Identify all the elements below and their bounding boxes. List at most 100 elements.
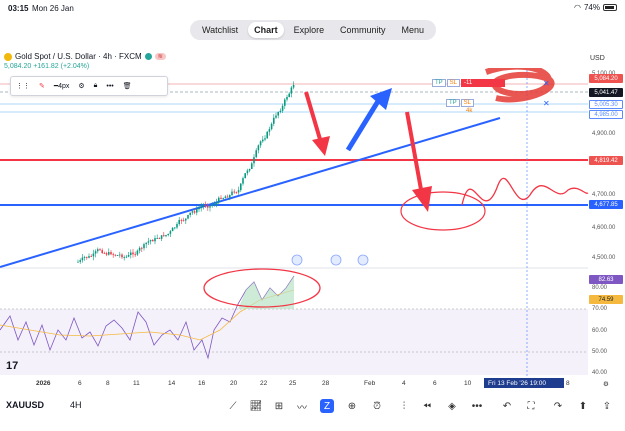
brush-icon[interactable]: 〰 (297, 402, 307, 414)
candle (187, 214, 189, 219)
candle (279, 110, 282, 113)
candle (248, 168, 251, 171)
candle (292, 85, 295, 88)
indicators-icon[interactable]: 📈︎ (249, 400, 263, 412)
candles-group (77, 81, 295, 264)
market-open-icon (144, 53, 152, 60)
layout-icon[interactable]: ⊞ (274, 400, 284, 412)
more-icon[interactable]: ••• (106, 82, 114, 90)
candle (112, 254, 114, 256)
draw-mode-icon[interactable]: Z (320, 399, 334, 413)
red-arrow-down-2 (405, 111, 424, 196)
candle (97, 249, 99, 252)
rsi-circle-annotation (203, 268, 321, 308)
candle (231, 191, 233, 196)
candle (147, 241, 150, 243)
timeframe-selector[interactable]: 4H (70, 400, 82, 410)
price-label: 4,900.00 (592, 131, 616, 137)
candle (246, 170, 249, 174)
share-icon[interactable]: ⇪ (602, 400, 612, 412)
candle (213, 204, 216, 206)
redo-icon[interactable]: ↷ (553, 400, 563, 412)
tp-button-2[interactable]: TP (446, 99, 460, 107)
more-icon[interactable]: ••• (471, 400, 483, 412)
tab-menu[interactable]: Menu (401, 25, 425, 35)
candle (204, 205, 207, 206)
delete-icon[interactable]: 🗑︎ (122, 83, 132, 90)
candle (235, 192, 238, 194)
candle (251, 163, 253, 169)
candle (196, 209, 198, 213)
rsi-label: 70.00 (592, 306, 608, 312)
price-tag-current: 5,084.20 (589, 74, 623, 83)
time-axis-settings-icon[interactable]: ⚙ (603, 381, 609, 388)
trend-tool-icon[interactable]: ⟋ (229, 400, 237, 412)
rsi-line (0, 275, 295, 360)
tab-community[interactable]: Community (340, 25, 386, 35)
time-label: 10 (464, 380, 472, 387)
fullscreen-icon[interactable]: ⛶ (527, 400, 535, 412)
candle (130, 252, 132, 256)
candle (288, 93, 290, 97)
lock-icon[interactable]: 🔒︎ (93, 82, 98, 89)
replay-icon[interactable]: ⏪︎ (423, 400, 431, 412)
sl-button[interactable]: SL (446, 79, 461, 87)
add-icon[interactable]: ⊕ (347, 400, 357, 412)
time-axis[interactable]: 2026 6 8 11 14 16 20 22 25 28 Feb 4 6 10… (0, 378, 625, 390)
pen-color-icon[interactable]: ✎ (39, 83, 45, 90)
candle (160, 235, 163, 239)
symbol-header[interactable]: Gold Spot / U.S. Dollar · 4h · FXCM ≋ (4, 52, 166, 61)
line-width-icon[interactable]: ━ 4px (53, 82, 70, 91)
candle (229, 195, 231, 198)
settings-icon[interactable]: ⚙ (78, 83, 85, 90)
drag-handle-icon[interactable]: ⋮⋮ (16, 83, 30, 90)
candle (198, 208, 200, 210)
battery-icon (603, 4, 617, 11)
candle (114, 254, 117, 256)
tp-button[interactable]: TP (432, 79, 446, 87)
candle (266, 131, 268, 139)
tab-watchlist[interactable]: Watchlist (201, 25, 239, 35)
candle (134, 254, 136, 256)
candle (86, 256, 88, 258)
candle (268, 129, 271, 132)
sl-button-2[interactable]: SL (460, 99, 475, 107)
candle (240, 183, 242, 191)
time-label: 8 (566, 380, 570, 387)
candle (143, 244, 145, 249)
undo-icon[interactable]: ↶ (502, 400, 512, 412)
candles-icon[interactable]: ⫶ (402, 400, 406, 412)
candle (156, 237, 158, 239)
currency-label[interactable]: USD (590, 55, 605, 62)
candle (180, 219, 183, 221)
candle (182, 220, 185, 222)
position-qty[interactable]: -11 (461, 79, 506, 87)
symbol-selector[interactable]: XAUUSD (6, 400, 45, 410)
candle (116, 255, 119, 257)
tab-chart[interactable]: Chart (248, 22, 284, 38)
rsi-label: 80.00 (592, 285, 608, 291)
close-position-icon-2[interactable]: ✕ (543, 99, 550, 108)
alarm-icon[interactable]: ⏰︎ (373, 400, 381, 412)
candle (257, 145, 260, 151)
candle (79, 260, 81, 262)
candle (281, 105, 284, 111)
tab-explore[interactable]: Explore (293, 25, 325, 35)
layers-icon[interactable]: ◈ (448, 400, 456, 412)
candle (189, 212, 191, 215)
candle (275, 115, 277, 118)
candle (262, 139, 264, 142)
price-chart[interactable] (0, 68, 625, 378)
time-label: 4 (402, 380, 406, 387)
snapshot-icon[interactable]: ⬆ (578, 400, 588, 412)
blue-arrow-up (345, 96, 383, 152)
close-position-icon[interactable]: ✕ (543, 79, 550, 88)
candle (211, 204, 213, 207)
top-nav: Watchlist Chart Explore Community Menu (190, 20, 436, 40)
candle (193, 211, 196, 213)
price-tag-sl2: 4,985.00 (589, 110, 623, 119)
candle (224, 196, 227, 199)
candle (94, 251, 97, 254)
candle (103, 252, 106, 254)
candle (277, 112, 279, 116)
